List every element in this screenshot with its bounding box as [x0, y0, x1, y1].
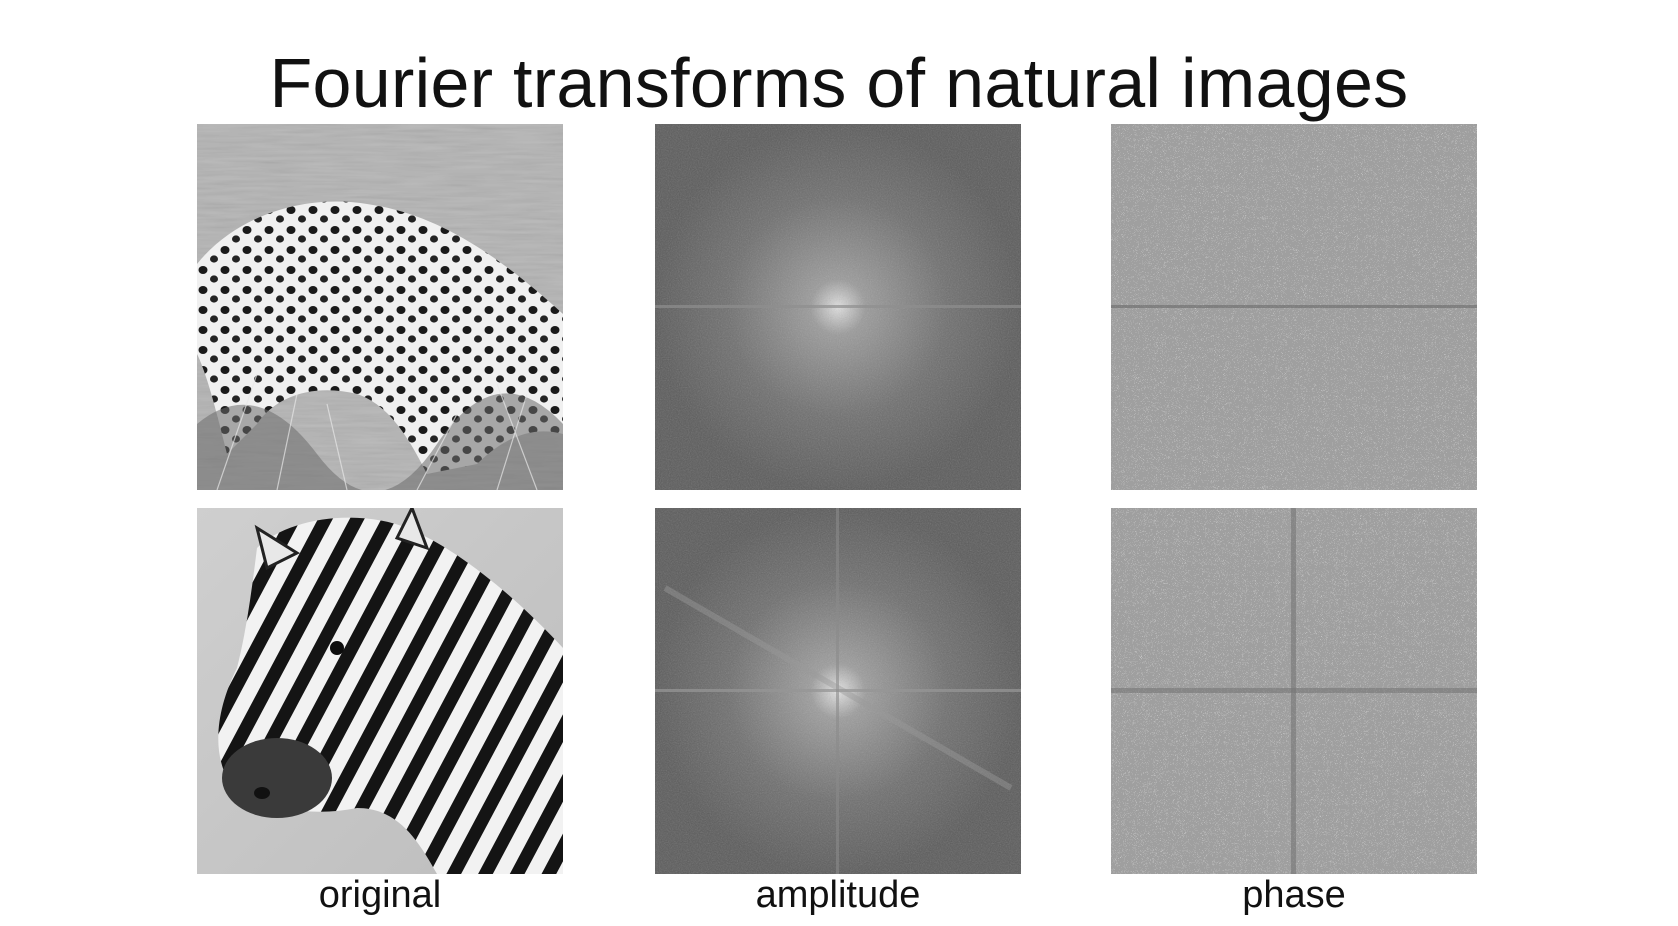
slide-title: Fourier transforms of natural images — [269, 44, 1409, 122]
cheetah-original-image — [197, 124, 563, 490]
zebra-amplitude-spectrum — [655, 508, 1021, 874]
zebra-original-image — [197, 508, 563, 874]
caption-phase: phase — [1242, 874, 1346, 916]
caption-original: original — [318, 874, 442, 916]
caption-amplitude: amplitude — [755, 874, 921, 916]
zebra-phase-spectrum — [1111, 508, 1477, 874]
cheetah-amplitude-spectrum — [655, 124, 1021, 490]
cheetah-phase-spectrum — [1111, 124, 1477, 490]
